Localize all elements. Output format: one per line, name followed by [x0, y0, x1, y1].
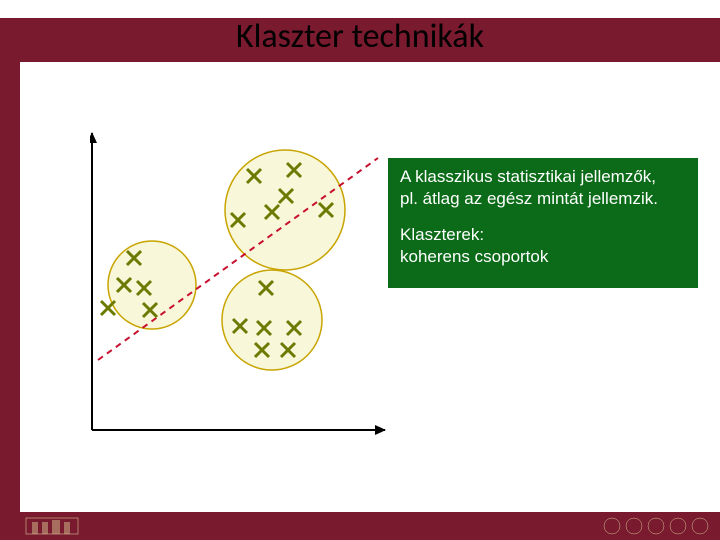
sidebar-stripe [0, 62, 20, 540]
footer-nav-icons [600, 514, 710, 538]
title-bar: Klaszter technikák [0, 0, 720, 64]
scatter-chart [90, 130, 390, 450]
note-line-1: A klasszikus statisztikai jellemzők, [400, 166, 686, 188]
note-line-4: koherens csoportok [400, 246, 686, 268]
page-title: Klaszter technikák [0, 16, 720, 57]
note-spacer [400, 210, 686, 224]
x-axis-arrow [375, 425, 386, 435]
building-icon [22, 514, 82, 538]
note-box: A klasszikus statisztikai jellemzők, pl.… [388, 158, 698, 288]
cluster-circle [108, 241, 196, 329]
chart-svg [90, 130, 390, 460]
note-line-2: pl. átlag az egész mintát jellemzik. [400, 188, 686, 210]
cluster-circle [222, 270, 322, 370]
footer-logo [22, 514, 82, 538]
note-line-3: Klaszterek: [400, 224, 686, 246]
nav-icon-row [600, 514, 710, 538]
slide: Klaszter technikák A klasszikus statiszt… [0, 0, 720, 540]
data-marker [101, 301, 115, 315]
